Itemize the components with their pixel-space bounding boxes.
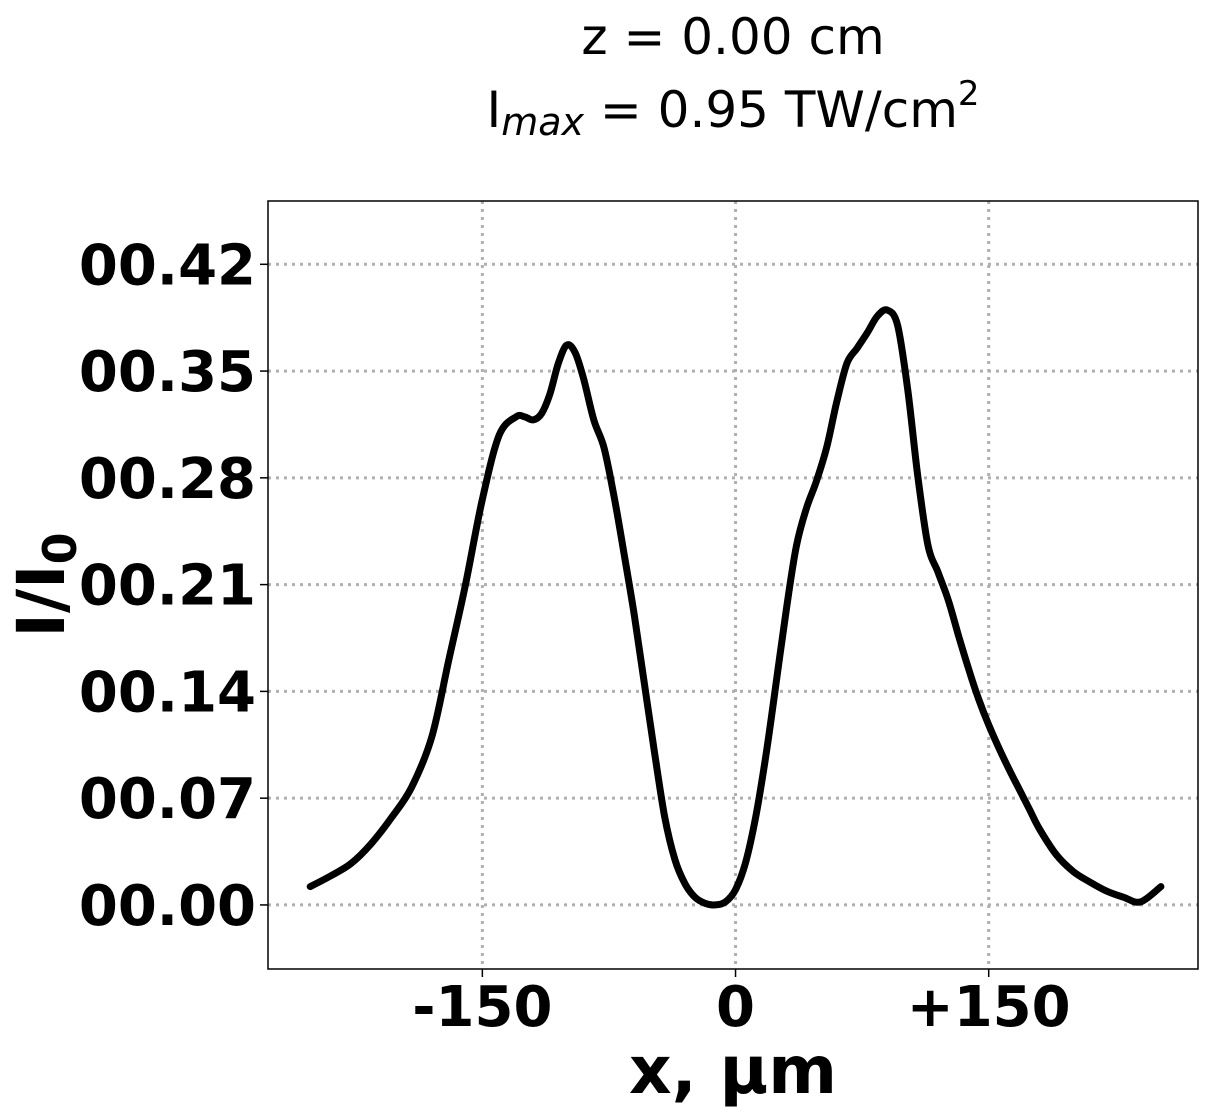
tick-marks: [260, 263, 990, 977]
x-axis-label: x, μm: [629, 1032, 837, 1109]
series-line: [306, 306, 1165, 909]
y-axis-label: I/I0: [3, 532, 87, 637]
x-tick-label-0: -150: [412, 975, 552, 1040]
y-tick-label-1: 00.07: [79, 767, 256, 832]
title-imax-subscript: max: [501, 100, 584, 144]
x-tick-labels: -150 0 +150: [412, 975, 1070, 1040]
y-tick-label-5: 00.35: [79, 340, 256, 405]
chart-title: z = 0.00 cm Imax = 0.95 TW/cm2: [486, 8, 979, 144]
y-tick-label-2: 00.14: [79, 660, 256, 725]
y-tick-labels: 00.00 00.07 00.14 00.21 00.28 00.35 00.42: [79, 233, 256, 939]
y-tick-label-3: 00.21: [79, 554, 256, 619]
chart-title-line-1: z = 0.00 cm: [581, 8, 884, 66]
y-tick-label-4: 00.28: [79, 447, 256, 512]
x-tick-label-1: 0: [716, 975, 755, 1040]
title-imax-symbol: I: [486, 81, 501, 139]
title-imax-value: = 0.95 TW/cm: [584, 81, 958, 139]
x-tick-label-2: +150: [907, 975, 1071, 1040]
chart-title-line-2: Imax = 0.95 TW/cm2: [486, 74, 979, 144]
y-axis-label-base: I/I: [3, 564, 80, 637]
grid: [268, 201, 1198, 969]
y-tick-label-0: 00.00: [79, 874, 256, 939]
title-unit-superscript: 2: [958, 74, 980, 114]
plot-frame: [267, 200, 1199, 970]
y-tick-label-6: 00.42: [79, 233, 256, 298]
y-axis-label-subscript: 0: [33, 532, 87, 564]
